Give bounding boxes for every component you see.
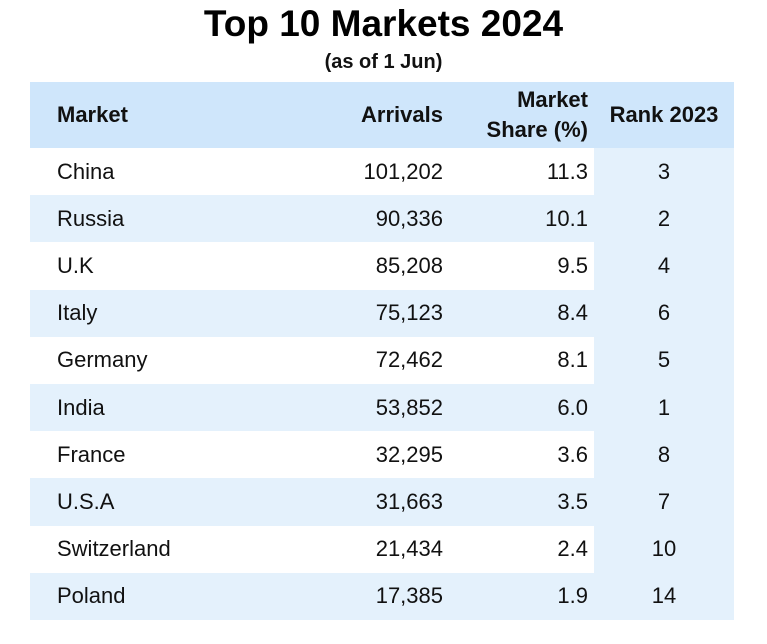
cell-market-share: 9.5 bbox=[557, 252, 588, 278]
cell-market: Russia bbox=[57, 205, 125, 231]
cell-market-share: 2.4 bbox=[557, 536, 588, 562]
chart-title: Top 10 Markets 2024 bbox=[203, 3, 564, 44]
cell-market-share: 8.1 bbox=[557, 347, 588, 373]
cell-arrivals: 72,462 bbox=[375, 347, 443, 373]
cell-rank-2023: 7 bbox=[594, 478, 734, 526]
cell-rank-2023: 8 bbox=[594, 431, 734, 479]
cell-arrivals: 85,208 bbox=[375, 252, 443, 278]
markets-table: Market Arrivals Market Share (%) Rank 20… bbox=[30, 82, 734, 620]
cell-rank-2023: 3 bbox=[594, 148, 734, 196]
cell-market: Switzerland bbox=[57, 536, 171, 562]
table-row: U.K 85,208 9.5 4 bbox=[30, 242, 734, 290]
cell-rank-2023: 4 bbox=[594, 242, 734, 290]
table-body: China 101,202 11.3 3 Russia 90,336 10.1 2 U.K 85,… bbox=[30, 148, 734, 620]
cell-market-share: 1.9 bbox=[557, 583, 588, 609]
table-row: France 32,295 3.6 8 bbox=[30, 431, 734, 479]
header-arrivals: Arrivals bbox=[361, 102, 443, 127]
cell-arrivals: 31,663 bbox=[375, 488, 443, 514]
cell-market: Poland bbox=[57, 583, 126, 609]
cell-arrivals: 32,295 bbox=[375, 441, 443, 467]
header-row: Market Arrivals Market Share (%) Rank 20… bbox=[30, 82, 734, 148]
cell-rank-2023: 10 bbox=[594, 525, 734, 573]
table-row: China 101,202 11.3 3 bbox=[30, 148, 734, 196]
cell-rank-2023: 6 bbox=[594, 289, 734, 337]
cell-market: Italy bbox=[57, 300, 98, 326]
header-market-share-line1: Market bbox=[517, 87, 588, 112]
cell-rank-2023: 2 bbox=[594, 195, 734, 243]
cell-arrivals: 101,202 bbox=[363, 158, 443, 184]
table-row: Germany 72,462 8.1 5 bbox=[30, 336, 734, 384]
cell-market-share: 10.1 bbox=[545, 205, 588, 231]
table-row: U.S.A 31,663 3.5 7 bbox=[30, 478, 734, 526]
table-row: Poland 17,385 1.9 14 bbox=[30, 572, 734, 620]
cell-market: U.K bbox=[57, 252, 94, 278]
header-market-share-line2: Share (%) bbox=[486, 117, 588, 142]
cell-arrivals: 53,852 bbox=[375, 394, 443, 420]
cell-arrivals: 75,123 bbox=[375, 300, 443, 326]
cell-arrivals: 21,434 bbox=[375, 536, 443, 562]
cell-rank-2023: 5 bbox=[594, 336, 734, 384]
cell-market-share: 3.6 bbox=[557, 441, 588, 467]
table-row: Switzerland 21,434 2.4 10 bbox=[30, 525, 734, 573]
table-row: Italy 75,123 8.4 6 bbox=[30, 289, 734, 337]
cell-market: Germany bbox=[57, 347, 148, 373]
header-market-share: Market Share (%) bbox=[455, 82, 594, 148]
cell-arrivals: 17,385 bbox=[375, 583, 443, 609]
cell-rank-2023: 14 bbox=[594, 572, 734, 620]
cell-market-share: 3.5 bbox=[557, 488, 588, 514]
cell-market-share: 6.0 bbox=[557, 394, 588, 420]
cell-rank-2023: 1 bbox=[594, 383, 734, 432]
cell-market: China bbox=[57, 158, 115, 184]
cell-market: India bbox=[57, 394, 105, 420]
cell-market: France bbox=[57, 441, 126, 467]
chart-subtitle: (as of 1 Jun) bbox=[324, 51, 443, 73]
cell-market-share: 11.3 bbox=[546, 158, 588, 184]
header-rank-2023: Rank 2023 bbox=[609, 102, 719, 127]
cell-market: U.S.A bbox=[57, 488, 115, 514]
header-market: Market bbox=[57, 102, 128, 127]
table-row: Russia 90,336 10.1 2 bbox=[30, 195, 734, 243]
table-row: India 53,852 6.0 1 bbox=[30, 383, 734, 432]
cell-arrivals: 90,336 bbox=[375, 205, 443, 231]
cell-market-share: 8.4 bbox=[557, 300, 588, 326]
